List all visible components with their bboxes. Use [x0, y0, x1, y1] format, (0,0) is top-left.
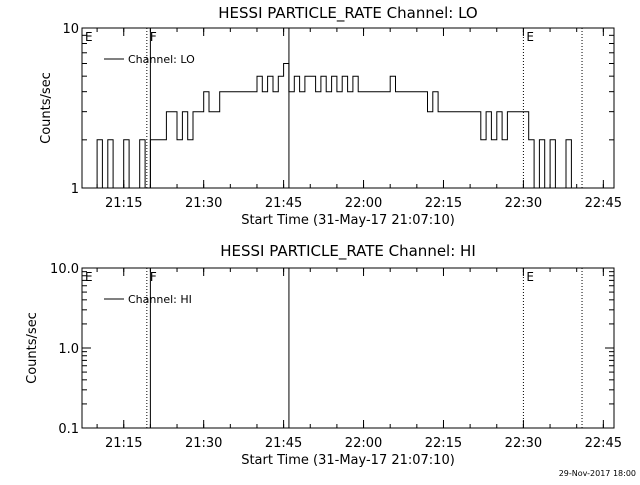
x-tick-label: 21:30: [185, 196, 222, 211]
x-tick-label: 22:45: [585, 196, 622, 211]
legend-label: Channel: HI: [128, 293, 192, 306]
x-tick-label: 22:30: [505, 436, 542, 451]
x-tick-label: 22:15: [425, 196, 462, 211]
annotation-label: F: [150, 270, 157, 284]
y-tick-label: 1.0: [58, 342, 79, 357]
x-tick-label: 22:45: [585, 436, 622, 451]
x-tick-label: 22:30: [505, 196, 542, 211]
x-tick-label: 21:15: [105, 436, 142, 451]
x-tick-label: 21:45: [265, 196, 302, 211]
plot-frame: [81, 267, 615, 429]
panel-hi: HESSI PARTICLE_RATE Channel: HI Start Tim…: [25, 242, 622, 468]
annotation-label: E: [526, 30, 534, 44]
x-tick-label: 22:00: [345, 196, 382, 211]
chart-title: HESSI PARTICLE_RATE Channel: LO: [218, 4, 477, 23]
annotation-label: E: [85, 30, 93, 44]
x-tick-label: 21:30: [185, 436, 222, 451]
x-tick-label: 21:45: [265, 436, 302, 451]
x-tick-label: 22:00: [345, 436, 382, 451]
y-tick-label: 10.0: [50, 262, 79, 277]
x-tick-label: 22:15: [425, 436, 462, 451]
annotation-label: E: [85, 270, 93, 284]
y-tick-label: 1: [71, 182, 79, 197]
plot-frame: [81, 27, 615, 189]
x-axis-label: Start Time (31-May-17 21:07:10): [241, 453, 455, 468]
y-tick-label: 10: [62, 22, 79, 37]
x-tick-label: 21:15: [105, 196, 142, 211]
series-line: [91, 63, 582, 189]
legend-label: Channel: LO: [128, 53, 195, 66]
y-axis-label: Counts/sec: [39, 72, 54, 144]
annotation-label: E: [526, 270, 534, 284]
y-tick-label: 0.1: [58, 422, 79, 437]
footer-timestamp: 29-Nov-2017 18:00: [559, 469, 636, 478]
x-axis-label: Start Time (31-May-17 21:07:10): [241, 213, 455, 228]
y-axis-label: Counts/sec: [25, 312, 40, 384]
chart-title: HESSI PARTICLE_RATE Channel: HI: [220, 242, 476, 261]
panel-lo: HESSI PARTICLE_RATE Channel: LO Start Tim…: [39, 4, 622, 228]
annotation-label: F: [150, 30, 157, 44]
